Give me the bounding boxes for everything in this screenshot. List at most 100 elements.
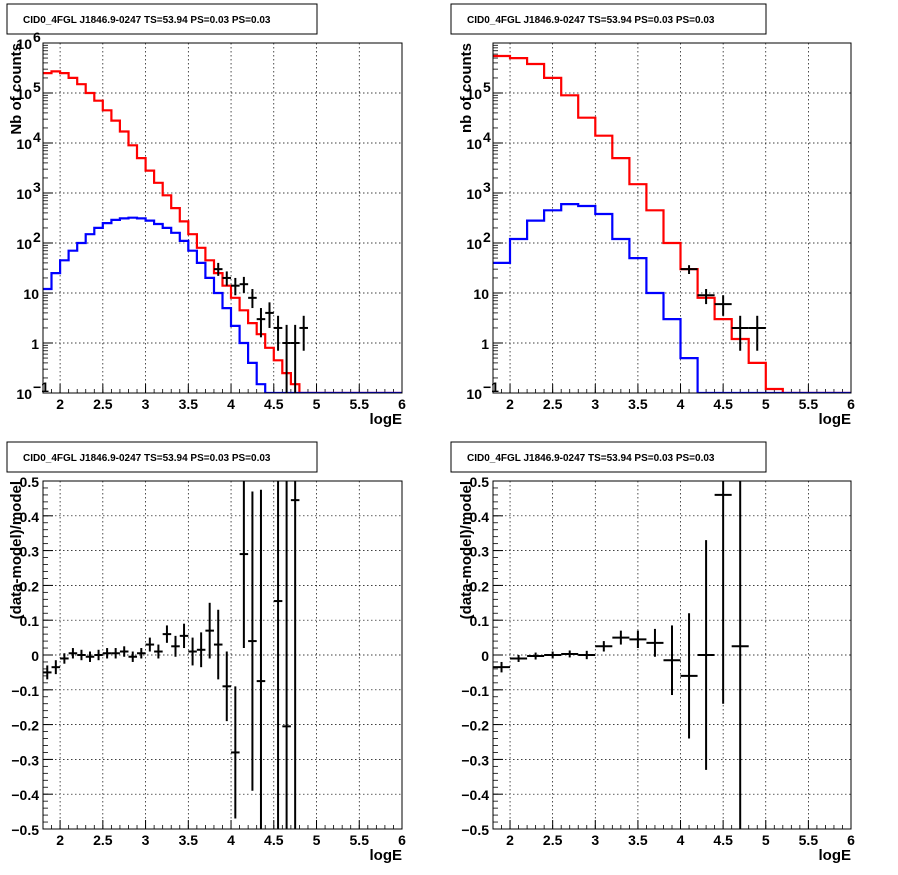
title-box [450,3,767,35]
y-tick-label: 0.4 [20,509,40,525]
y-axis-title: Nb of counts [8,43,25,135]
x-tick-label: 5 [313,832,321,848]
x-tick-label: 2.5 [543,396,563,412]
x-tick-label: 3.5 [179,832,199,848]
x-tick-label: 2 [56,396,64,412]
plot-frame [42,480,403,830]
x-tick-label: 4.5 [264,832,284,848]
y-tick-label: 10 [23,286,39,302]
y-tick-label: 10 [466,86,482,102]
x-tick-label: 5 [762,396,770,412]
y-tick-label: 0.4 [470,509,490,525]
residuals-panel-right: CID0_4FGL J1846.9-0247 TS=53.94 PS=0.03 … [450,441,855,864]
y-tick-label: 0 [31,648,39,664]
x-tick-label: 4 [677,832,685,848]
x-tick-label: 6 [847,396,855,412]
model-total-histogram [493,54,851,393]
x-tick-label: 5.5 [350,832,370,848]
y-tick-label: −0.4 [461,787,489,803]
x-tick-label: 6 [398,832,406,848]
y-axis-title: (data-model)/model [458,481,475,619]
y-tick-label: −0.5 [461,822,489,838]
y-tick-exponent: 3 [33,179,41,195]
plot-frame [492,42,852,394]
y-tick-label: 10 [466,386,482,402]
title-box [6,441,318,473]
x-axis-title: logE [819,847,852,864]
x-tick-label: 3.5 [628,832,648,848]
plot-area [43,481,300,829]
x-tick-label: 4 [677,396,685,412]
x-tick-label: 6 [398,396,406,412]
title-box [6,3,318,35]
y-tick-exponent: 3 [483,179,491,195]
chart-title: CID0_4FGL J1846.9-0247 TS=53.94 PS=0.03 … [467,453,715,464]
plot-frame [492,480,852,830]
y-tick-label: 10 [16,186,32,202]
x-tick-label: 2.5 [543,832,563,848]
y-tick-label: 10 [16,236,32,252]
y-tick-label: −0.1 [11,683,39,699]
y-tick-label: 10 [466,186,482,202]
x-tick-label: 2 [56,832,64,848]
y-axis-title: nb of counts [458,43,475,133]
y-tick-label: 0 [481,648,489,664]
y-tick-exponent: 2 [33,229,41,245]
x-axis-title: logE [370,847,403,864]
y-tick-label: 0.3 [20,544,40,560]
y-tick-label: 10 [466,236,482,252]
y-tick-label: −0.3 [11,752,39,768]
counts-panel-left: CID0_4FGL J1846.9-0247 TS=53.94 PS=0.03 … [6,3,406,428]
model-source-histogram [43,216,402,393]
x-tick-label: 3 [142,832,150,848]
y-tick-label: 10 [16,86,32,102]
y-tick-label: −0.3 [461,752,489,768]
counts-panel-right: CID0_4FGL J1846.9-0247 TS=53.94 PS=0.03 … [450,3,855,428]
x-tick-label: 6 [847,832,855,848]
x-tick-label: 5.5 [350,396,370,412]
y-tick-label: 10 [16,36,32,52]
x-tick-label: 2 [506,832,514,848]
plot-area [493,54,851,393]
x-tick-label: 3 [142,396,150,412]
chart-title: CID0_4FGL J1846.9-0247 TS=53.94 PS=0.03 … [467,15,715,26]
y-tick-exponent: 2 [483,229,491,245]
y-tick-label: 0.5 [20,474,40,490]
plot-area [43,70,402,393]
x-tick-label: 5 [313,396,321,412]
x-tick-label: 4.5 [713,396,733,412]
y-tick-exponent: −1 [483,379,499,395]
model-source-histogram [493,203,851,393]
x-tick-label: 3.5 [628,396,648,412]
y-tick-label: 1 [481,336,489,352]
y-tick-label: 10 [16,386,32,402]
plot-frame [42,42,403,394]
x-tick-label: 2 [506,396,514,412]
y-tick-exponent: 4 [483,129,491,145]
model-total-histogram [43,70,402,393]
y-tick-label: 0.1 [470,613,490,629]
y-tick-label: 0.1 [20,613,40,629]
y-tick-label: −0.2 [461,718,489,734]
chart-title: CID0_4FGL J1846.9-0247 TS=53.94 PS=0.03 … [23,15,271,26]
x-tick-label: 5.5 [799,832,819,848]
plot-area [493,481,749,829]
x-tick-label: 5 [762,832,770,848]
x-axis-title: logE [370,411,403,428]
x-tick-label: 5.5 [799,396,819,412]
y-tick-label: 10 [473,286,489,302]
chart-title: CID0_4FGL J1846.9-0247 TS=53.94 PS=0.03 … [23,453,271,464]
y-tick-exponent: 5 [483,79,491,95]
y-axis-title: (data-model)/model [8,481,25,619]
y-tick-label: −0.5 [11,822,39,838]
x-tick-label: 2.5 [93,396,113,412]
y-tick-exponent: −1 [33,379,49,395]
y-tick-label: 0.2 [20,578,40,594]
x-tick-label: 3 [591,832,599,848]
y-tick-label: 0.5 [470,474,490,490]
y-tick-label: 10 [16,136,32,152]
x-axis-title: logE [819,411,852,428]
x-tick-label: 2.5 [93,832,113,848]
x-tick-label: 4 [227,832,235,848]
